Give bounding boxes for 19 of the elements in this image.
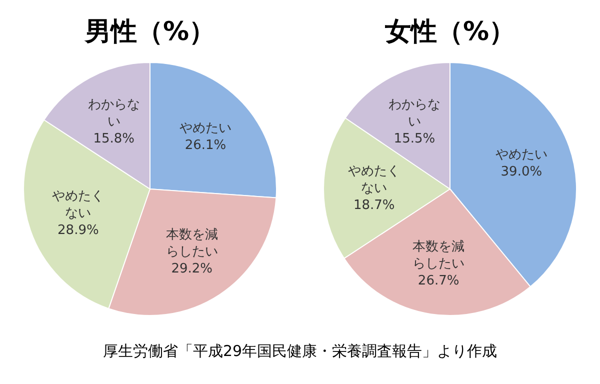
chart-title: 男性（%） <box>84 16 216 49</box>
slice-label: 本数を減らしたい <box>412 239 465 272</box>
text: 厚生労働省「平成29年国民健康・栄養調査報告」より作成 <box>102 342 498 361</box>
data-label: 39.0% <box>500 164 542 180</box>
slice-label: やめたくない <box>52 188 104 221</box>
slice-label: わからない <box>388 97 440 130</box>
slice-label: やめたい <box>179 121 232 136</box>
slice-label: わからない <box>88 98 140 130</box>
data-label: 29.2% <box>171 262 213 277</box>
slice-label: やめたい <box>495 147 548 162</box>
slice-label: 本数を減らしたい <box>166 228 218 260</box>
data-label: 26.1% <box>184 138 226 154</box>
data-label: 15.5% <box>394 131 436 146</box>
data-label: 18.7% <box>353 198 395 213</box>
chart-title: 女性（%） <box>384 16 516 49</box>
data-label: 26.7% <box>418 273 460 288</box>
data-label: 28.9% <box>58 222 99 238</box>
slice-label: やめたくない <box>348 164 400 196</box>
data-label: 15.8% <box>93 132 135 147</box>
